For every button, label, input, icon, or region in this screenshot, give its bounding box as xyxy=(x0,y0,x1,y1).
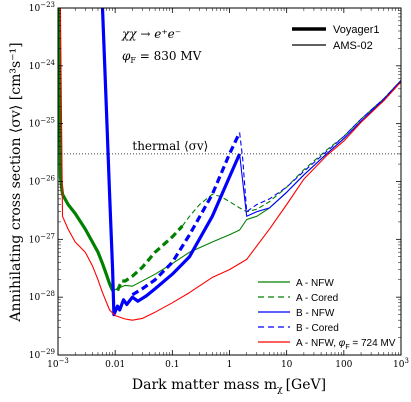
legend-label-a-nfw-724: A - NFW, φF = 724 MV xyxy=(296,338,396,351)
series-line-a-cored-thin xyxy=(181,80,401,227)
series-line-a-cored-thick xyxy=(116,224,184,292)
legend-label-b-nfw: B - NFW xyxy=(296,308,335,319)
experiment-legend: Voyager1 AMS-02 xyxy=(292,24,379,52)
x-tick-label: 10 xyxy=(281,360,293,370)
y-axis-label: Annihilating cross section ⟨σv⟩ [cm³s⁻¹] xyxy=(8,42,24,322)
x-tick-label: 0.01 xyxy=(105,360,125,370)
process-annotation: χχ → e⁺e⁻ xyxy=(121,27,181,41)
x-tick-label: 10−3 xyxy=(47,357,69,370)
series-line-b-cored-thin xyxy=(239,80,401,213)
series-line-a-nfw-thin xyxy=(112,80,401,292)
thermal-label: thermal ⟨σv⟩ xyxy=(132,139,208,153)
series-legend: A - NFW A - Cored B - NFW B - Cored A - … xyxy=(258,278,396,351)
series-line-b-nfw-thick xyxy=(100,8,242,317)
phi-annotation: φF = 830 MV xyxy=(122,49,202,65)
series-layer xyxy=(58,8,401,321)
y-tick-label: 10−28 xyxy=(29,290,55,303)
legend-label-ams02: AMS-02 xyxy=(333,40,373,52)
y-tick-label: 10−25 xyxy=(29,117,55,130)
y-tick-label: 10−24 xyxy=(29,59,56,72)
legend-label-b-cored: B - Cored xyxy=(296,323,339,334)
y-tick-label: 10−29 xyxy=(29,348,55,361)
legend-label-voyager1: Voyager1 xyxy=(333,24,379,36)
y-tick-label: 10−26 xyxy=(29,175,56,188)
y-tick-label: 10−23 xyxy=(29,1,55,14)
legend-label-a-nfw: A - NFW xyxy=(296,278,334,289)
series-line-a-nfw-thin-724 xyxy=(59,8,401,321)
y-tick-label: 10−27 xyxy=(29,232,55,245)
y-axis: 10−29 10−28 10−27 10−26 10−25 10−24 10−23 xyxy=(29,1,401,361)
series-line-b-cored-thick xyxy=(131,131,242,297)
x-tick-label: 100 xyxy=(335,360,352,370)
x-tick-label: 103 xyxy=(393,357,409,370)
x-axis-label: Dark matter mass mχ [GeV] xyxy=(132,377,326,395)
x-axis: 10−3 0.01 0.1 1 10 100 103 xyxy=(47,8,409,370)
x-tick-label: 0.1 xyxy=(165,360,179,370)
x-tick-label: 1 xyxy=(227,360,233,370)
series-line-b-nfw-thin xyxy=(239,80,401,217)
legend-label-a-cored: A - Cored xyxy=(296,293,338,304)
